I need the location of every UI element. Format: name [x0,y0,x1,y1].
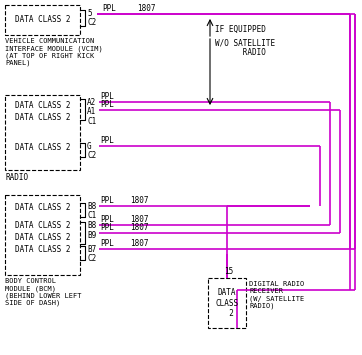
Text: C2: C2 [87,18,96,27]
Text: BODY CONTROL
MODULE (BCM)
(BEHIND LOWER LEFT
SIDE OF DASH): BODY CONTROL MODULE (BCM) (BEHIND LOWER … [5,278,81,306]
Text: A2: A2 [87,98,96,107]
Text: B8: B8 [87,221,96,230]
Text: B9: B9 [87,231,96,240]
Text: 1807: 1807 [137,4,156,13]
Text: B8: B8 [87,202,96,211]
Text: PPL: PPL [100,136,114,145]
Text: DATA CLASS 2: DATA CLASS 2 [15,203,70,213]
Text: DATA CLASS 2: DATA CLASS 2 [15,100,70,109]
Text: 1807: 1807 [130,239,148,248]
Text: 15: 15 [224,267,233,276]
Text: 5: 5 [87,9,92,18]
Text: DATA CLASS 2: DATA CLASS 2 [15,234,70,242]
Bar [5,195,80,275]
Text: A1: A1 [87,107,96,116]
Text: DATA CLASS 2: DATA CLASS 2 [15,142,70,152]
Text: DATA CLASS 2: DATA CLASS 2 [15,16,70,24]
Text: DATA CLASS 2: DATA CLASS 2 [15,222,70,230]
Text: VEHICLE COMMUNICATION
INTERFACE MODULE (VCIM)
(AT TOP OF RIGHT KICK
PANEL): VEHICLE COMMUNICATION INTERFACE MODULE (… [5,38,103,66]
Text: PPL: PPL [100,215,114,224]
Text: C1: C1 [87,211,96,220]
Text: PPL: PPL [100,223,114,232]
Text: 1807: 1807 [130,196,148,205]
Text: DATA
CLASS
  2: DATA CLASS 2 [215,288,239,318]
Text: DATA CLASS 2: DATA CLASS 2 [15,246,70,255]
Text: C2: C2 [87,254,96,263]
Text: PPL: PPL [100,239,114,248]
Text: RADIO: RADIO [5,173,28,182]
Bar [5,95,80,170]
Bar [5,5,80,35]
Text: PPL: PPL [100,196,114,205]
Text: C2: C2 [87,151,96,160]
Text: IF EQUIPPED: IF EQUIPPED [215,24,266,33]
Bar [208,278,246,328]
Text: PPL: PPL [102,4,116,13]
Text: 1807: 1807 [130,223,148,232]
Text: PPL: PPL [100,100,114,109]
Text: G: G [87,142,92,151]
Text: DIGITAL RADIO
RECEIVER
(W/ SATELLITE
RADIO): DIGITAL RADIO RECEIVER (W/ SATELLITE RAD… [249,281,304,309]
Text: DATA CLASS 2: DATA CLASS 2 [15,114,70,122]
Text: B7: B7 [87,245,96,254]
Text: PPL: PPL [100,92,114,101]
Text: W/O SATELLITE
      RADIO: W/O SATELLITE RADIO [215,38,275,58]
Text: 1807: 1807 [130,215,148,224]
Text: C1: C1 [87,117,96,126]
